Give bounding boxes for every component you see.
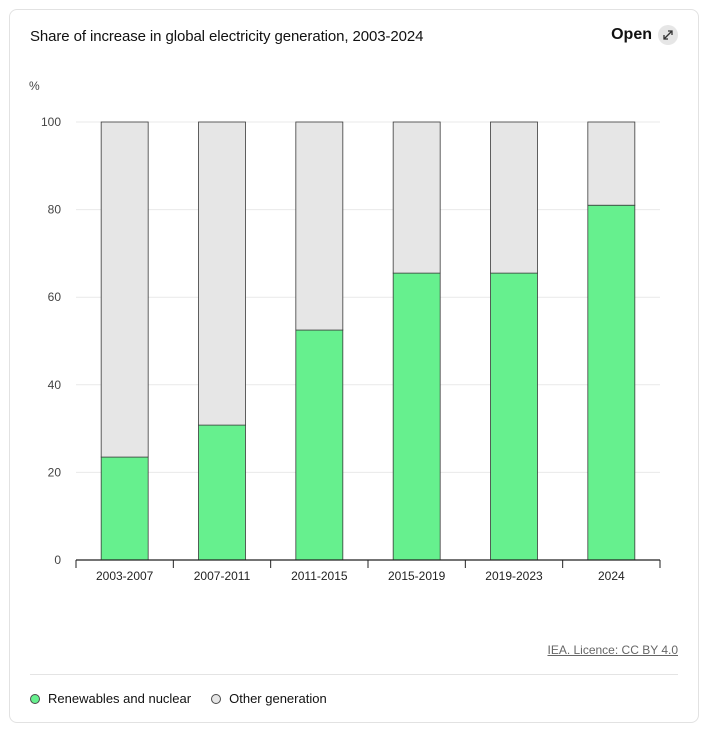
y-tick-label: 20 xyxy=(48,465,62,479)
bar-renewables xyxy=(100,456,149,561)
credit-link[interactable]: IEA. Licence: CC BY 4.0 xyxy=(547,643,678,657)
bar-other xyxy=(392,121,441,274)
bar-other xyxy=(490,121,538,274)
bar-renewables xyxy=(392,272,441,561)
bar-other xyxy=(198,121,246,426)
legend-swatch-other xyxy=(211,693,222,704)
expand-arrows-icon xyxy=(658,25,678,45)
bar-renewables xyxy=(295,329,344,561)
x-tick-label: 2024 xyxy=(598,569,625,583)
legend-label-other: Other generation xyxy=(229,691,327,706)
x-tick-label: 2007-2011 xyxy=(194,569,251,583)
bar-other xyxy=(295,121,344,331)
legend-item-other[interactable]: Other generation xyxy=(211,691,327,706)
bar-other xyxy=(587,121,636,206)
x-tick-label: 2015-2019 xyxy=(388,569,446,583)
bar-renewables xyxy=(490,272,538,561)
legend-item-renewables[interactable]: Renewables and nuclear xyxy=(30,691,191,706)
chart-title: Share of increase in global electricity … xyxy=(30,28,424,45)
open-label: Open xyxy=(611,26,652,43)
y-tick-label: 40 xyxy=(48,378,62,392)
y-tick-label: 60 xyxy=(48,290,62,304)
x-tick-label: 2003-2007 xyxy=(96,569,154,583)
bar-renewables xyxy=(587,204,636,561)
x-tick-label: 2011-2015 xyxy=(291,569,348,583)
open-button[interactable]: Open xyxy=(611,25,678,45)
y-axis-unit-label: % xyxy=(29,79,40,93)
legend-label-renewables: Renewables and nuclear xyxy=(48,691,192,706)
y-tick-label: 100 xyxy=(41,115,61,129)
legend-swatch-renewables xyxy=(30,693,40,704)
legend: Renewables and nuclear Other generation xyxy=(30,691,327,706)
bar-other xyxy=(100,121,149,458)
bar-renewables xyxy=(198,424,246,561)
legend-divider xyxy=(30,674,678,675)
x-tick-label: 2019-2023 xyxy=(485,569,543,583)
y-tick-label: 0 xyxy=(54,553,61,567)
y-tick-label: 80 xyxy=(48,203,62,217)
